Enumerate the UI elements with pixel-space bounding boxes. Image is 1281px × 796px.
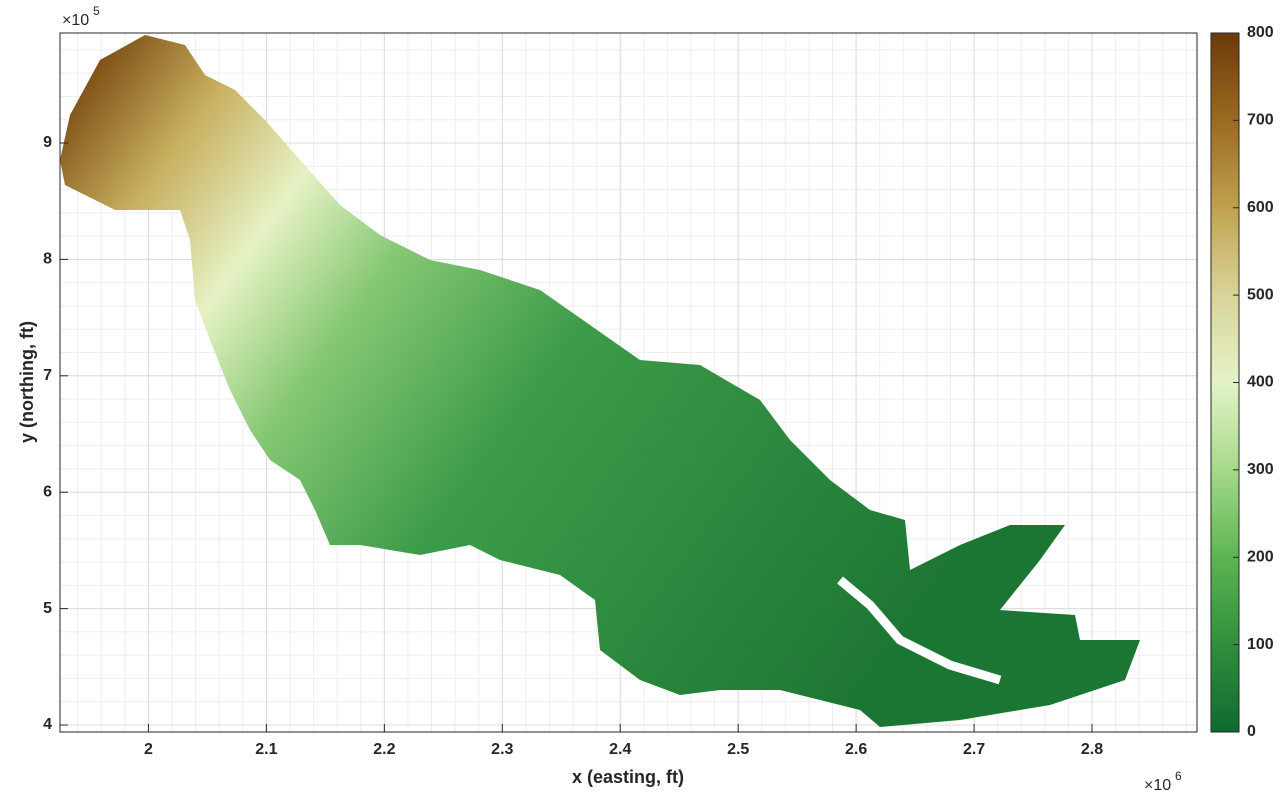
x-tick-label: 2.8 (1081, 741, 1103, 758)
x-tick-label: 2.3 (491, 741, 513, 758)
x-exponent-power: 6 (1175, 769, 1182, 783)
chart: x (easting, ft) y (northing, ft) ×10 6 ×… (0, 0, 1281, 796)
x-tick-label: 2.5 (727, 741, 749, 758)
colorbar-tick-label: 500 (1247, 286, 1274, 303)
colorbar-tick-label: 400 (1247, 374, 1274, 391)
colorbar-tick-label: 100 (1247, 636, 1274, 653)
colorbar-tick-label: 0 (1247, 723, 1256, 740)
colorbar-tick-label: 300 (1247, 461, 1274, 478)
x-tick-label: 2.2 (373, 741, 395, 758)
y-axis-label: y (northing, ft) (17, 321, 37, 443)
x-axis-label: x (easting, ft) (572, 767, 684, 787)
y-tick-label: 9 (43, 134, 52, 151)
colorbar-tick-label: 700 (1247, 112, 1274, 129)
x-tick-label: 2.4 (609, 741, 631, 758)
colorbar-tick-label: 200 (1247, 548, 1274, 565)
y-tick-label: 8 (43, 251, 52, 268)
x-tick-label: 2.1 (255, 741, 277, 758)
y-tick-label: 7 (43, 367, 52, 384)
x-tick-label: 2 (144, 741, 153, 758)
colorbar-tick-label: 800 (1247, 24, 1274, 41)
y-exponent-power: 5 (93, 4, 100, 18)
y-exponent-base: ×10 (62, 12, 89, 29)
colorbar-tick-label: 600 (1247, 199, 1274, 216)
x-tick-label: 2.7 (963, 741, 985, 758)
x-tick-label: 2.6 (845, 741, 867, 758)
x-exponent-base: ×10 (1144, 777, 1171, 794)
y-tick-label: 4 (43, 716, 52, 733)
y-tick-label: 6 (43, 483, 52, 500)
y-tick-label: 5 (43, 600, 52, 617)
